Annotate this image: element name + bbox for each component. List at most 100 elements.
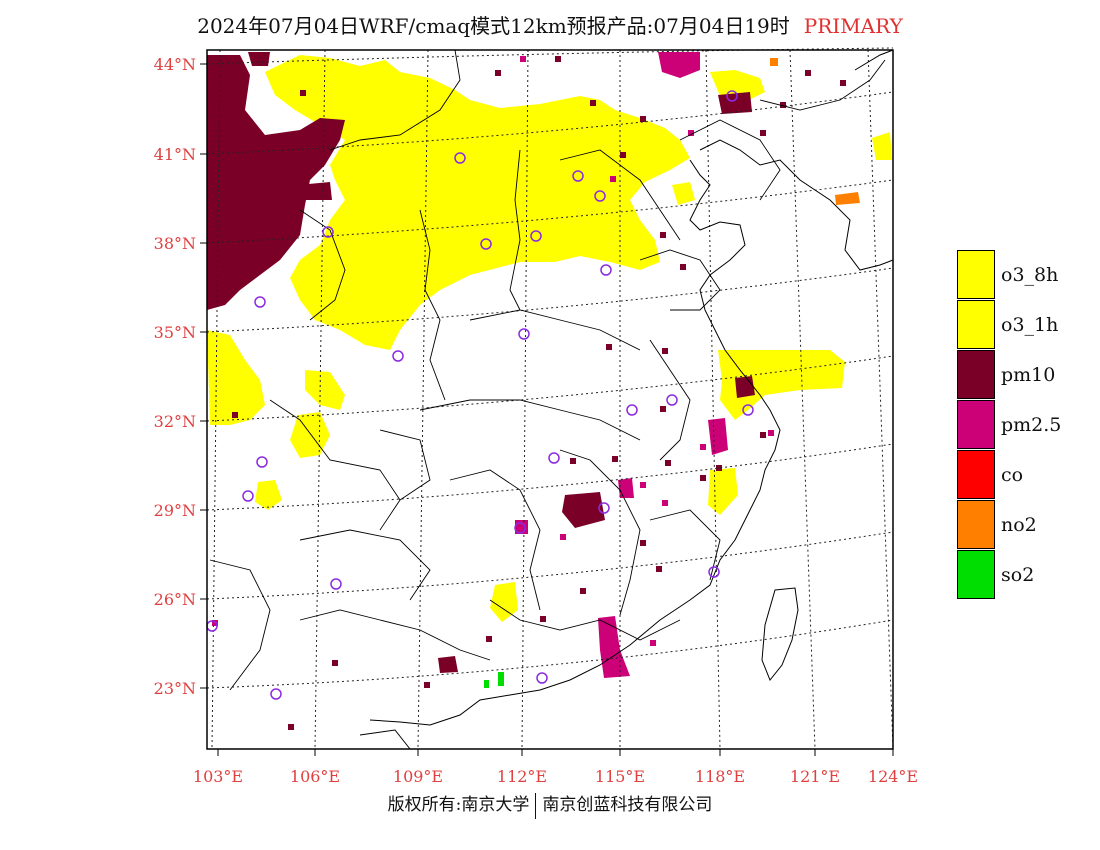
border-jilin (759, 59, 886, 111)
legend-swatch (957, 300, 995, 349)
title-main: 2024年07月04日WRF/cmaq模式12km预报产品:07月04日19时 (197, 14, 790, 38)
footer-separator (535, 792, 537, 819)
pm10-cell (805, 70, 811, 76)
pm25-region-guangdong (598, 616, 630, 678)
longitude-line-109 (417, 49, 429, 750)
longitude-label: 109°E (393, 767, 443, 786)
pm25-cell (560, 534, 566, 540)
longitude-line-121 (789, 49, 816, 750)
station-marker (598, 502, 610, 514)
longitude-label: 118°E (695, 767, 745, 786)
legend-swatch (957, 450, 995, 499)
pm10-cell (590, 100, 596, 106)
longitude-ticks (217, 749, 894, 756)
legend-label: so2 (1001, 564, 1035, 586)
o3-region-yunnan (255, 480, 282, 510)
pm25-cell (520, 56, 526, 62)
pm10-cell (612, 456, 618, 462)
pm10-cell (840, 80, 846, 86)
latitude-label: 41°N (154, 145, 196, 164)
longitude-line-112 (521, 49, 529, 750)
pm10-patch-guangdong (438, 656, 458, 673)
longitude-label: 112°E (497, 767, 547, 786)
pm10-cell (780, 102, 786, 108)
legend-label: no2 (1001, 514, 1037, 536)
footer-right: 南京创蓝科技有限公司 (542, 795, 713, 815)
border-fujian (649, 509, 721, 581)
o3-region-hunan (490, 582, 518, 622)
pm10-cell (640, 116, 646, 122)
legend-label: pm2.5 (1001, 414, 1062, 436)
o3-region-coast-ne (872, 132, 892, 160)
legend-label: co (1001, 464, 1024, 486)
station-marker (742, 404, 754, 416)
legend-label: o3_8h (1001, 264, 1059, 286)
border-guangxi (299, 609, 491, 661)
border-guizhou (299, 529, 431, 601)
border-jiangxi (559, 449, 641, 616)
pm10-cell (424, 682, 430, 688)
station-marker (666, 394, 678, 406)
pm10-cell (656, 566, 662, 572)
longitude-label: 115°E (595, 767, 645, 786)
pm25-cell (662, 500, 668, 506)
station-marker (242, 490, 254, 502)
station-marker (548, 452, 560, 464)
pm10-cell (570, 458, 576, 464)
map-frame (206, 49, 894, 750)
title-tag: PRIMARY (803, 14, 903, 38)
latitude-label: 38°N (154, 234, 196, 253)
border-hunan (449, 469, 541, 611)
pm10-cell (760, 130, 766, 136)
o3-region-zhejiang (708, 468, 738, 515)
pm10-cell (700, 475, 706, 481)
station-marker (600, 264, 612, 276)
pm10-cell (606, 344, 612, 350)
footer-credit: 版权所有:南京大学 南京创蓝科技有限公司 (0, 790, 1100, 819)
pm10-cell (662, 348, 668, 354)
coastline-bohai (699, 139, 894, 271)
pm25-patch-anhui (708, 418, 728, 455)
station-marker (254, 296, 266, 308)
station-marker (518, 328, 530, 340)
pm10-cell (660, 232, 666, 238)
border-hebei (559, 149, 681, 241)
station-marker (514, 522, 526, 534)
station-marker (270, 688, 282, 700)
latitude-label: 23°N (154, 679, 196, 698)
border-gansu (299, 209, 346, 321)
longitude-label: 121°E (790, 767, 840, 786)
longitude-line-124 (867, 49, 894, 750)
station-marker (480, 238, 492, 250)
longitude-label: 106°E (290, 767, 340, 786)
pm10-cell (332, 660, 338, 666)
o3-region-north (265, 55, 690, 350)
legend-swatch (957, 350, 995, 399)
legend-swatch (957, 500, 995, 549)
station-marker (530, 230, 542, 242)
station-marker (392, 350, 404, 362)
o3-region-west (207, 330, 265, 425)
korea-coast (854, 49, 894, 71)
station-marker (626, 404, 638, 416)
so2-patch-guangdong-2 (484, 680, 489, 688)
latitude-label: 35°N (154, 323, 196, 342)
coastline-north (369, 159, 781, 726)
latitude-labels: 44°N 41°N 38°N 35°N 32°N 29°N 26°N 23°N (154, 55, 196, 698)
pm10-patch-1 (298, 182, 332, 200)
o3-region-qinghai (305, 370, 345, 410)
pm10-cell (716, 465, 722, 471)
latitude-label: 32°N (154, 412, 196, 431)
no2-patch-coast (835, 192, 860, 205)
border-chongqing (379, 429, 431, 501)
longitude-line-103 (211, 49, 221, 750)
latitude-label: 26°N (154, 590, 196, 609)
taiwan-island (761, 587, 799, 681)
legend-swatch (957, 250, 995, 299)
pm10-cell (486, 636, 492, 642)
border-shaanxi (419, 209, 446, 401)
no2-patch-north (770, 58, 778, 66)
border-sichuan (269, 399, 401, 531)
legend-label: pm10 (1001, 364, 1056, 386)
